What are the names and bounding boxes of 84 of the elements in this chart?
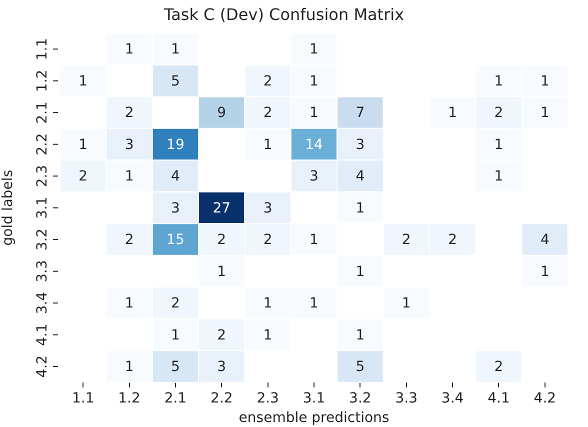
y-tick-label: 4.1 (34, 324, 51, 346)
data-label: 14 (305, 136, 323, 153)
data-label: 2 (78, 168, 88, 185)
y-tick-label: 3.1 (34, 196, 51, 219)
data-label: 2 (217, 327, 226, 344)
data-label: 2 (494, 105, 504, 122)
data-label: 1 (494, 136, 504, 153)
data-label: 2 (494, 359, 504, 376)
y-tick-label: 2.2 (34, 133, 51, 156)
data-label: 3 (310, 168, 318, 185)
data-label: 2 (170, 296, 180, 312)
y-tick-label: 4.2 (34, 355, 51, 378)
x-tick-label: 2.3 (256, 390, 279, 406)
data-label: 1 (78, 136, 88, 153)
data-label: 1 (124, 359, 134, 376)
data-label: 1 (310, 105, 318, 122)
data-label: 5 (170, 73, 180, 90)
data-label: 2 (263, 232, 272, 248)
data-label: 1 (402, 296, 411, 312)
x-tick-label: 4.1 (488, 390, 510, 406)
data-label: 1 (540, 264, 550, 280)
x-tick-label: 3.3 (395, 390, 418, 406)
y-tick-label: 3.3 (34, 260, 51, 282)
x-tick-label: 3.1 (302, 390, 326, 406)
x-tick-label: 3.4 (441, 390, 464, 406)
data-label: 4 (170, 168, 180, 185)
data-label: 1 (263, 136, 272, 153)
data-label: 1 (356, 327, 365, 344)
x-tick-label: 3.2 (349, 390, 372, 406)
x-tick-label: 2.1 (164, 390, 187, 406)
data-label: 1 (170, 327, 180, 344)
data-label: 1 (170, 42, 180, 58)
data-label: 1 (78, 73, 88, 90)
data-label: 2 (124, 232, 134, 248)
data-label: 3 (263, 200, 272, 216)
y-tick-label: 2.1 (34, 101, 51, 124)
data-label: 19 (166, 136, 184, 153)
data-label: 1 (310, 296, 318, 312)
x-tick-label: 2.2 (210, 390, 233, 406)
data-label: 1 (310, 73, 318, 90)
data-label: 9 (217, 105, 226, 122)
data-label: 4 (356, 168, 365, 185)
data-label: 1 (310, 42, 318, 58)
data-label: 3 (170, 200, 180, 216)
data-label: 7 (356, 105, 365, 122)
x-tick-label: 1.2 (118, 390, 140, 406)
data-label: 1 (540, 73, 550, 90)
data-label: 2 (263, 73, 272, 90)
data-label: 1 (263, 327, 272, 344)
chart-title: Task C (Dev) Confusion Matrix (162, 4, 404, 24)
data-label: 2 (217, 232, 226, 248)
data-label: 1 (124, 42, 134, 58)
data-label: 3 (356, 136, 365, 153)
data-label: 3 (217, 359, 226, 376)
y-tick-label: 1.1 (34, 38, 51, 60)
x-axis-title: ensemble predictions (238, 410, 390, 426)
data-label: 2 (124, 105, 134, 122)
data-label: 2 (402, 232, 411, 248)
data-label: 1 (217, 264, 226, 280)
data-label: 15 (166, 232, 184, 248)
data-label: 1 (310, 232, 318, 248)
data-label: 1 (124, 168, 134, 185)
y-axis-title: gold labels (0, 170, 16, 246)
data-label: 1 (124, 296, 134, 312)
data-label: 1 (494, 168, 504, 185)
y-tick-label: 1.2 (34, 70, 51, 92)
data-label: 27 (212, 200, 231, 216)
data-label: 3 (124, 136, 134, 153)
y-tick-label: 3.2 (34, 228, 51, 251)
data-label: 1 (448, 105, 458, 122)
data-label: 4 (540, 232, 550, 248)
x-tick-label: 1.1 (72, 390, 94, 406)
data-label: 1 (263, 296, 272, 312)
data-label: 1 (540, 105, 550, 122)
data-label: 5 (356, 359, 365, 376)
data-label: 2 (263, 105, 272, 122)
data-label: 2 (448, 232, 458, 248)
data-label: 5 (170, 359, 180, 376)
x-tick-label: 4.2 (534, 390, 556, 406)
y-tick-label: 3.4 (34, 292, 51, 314)
y-tick-label: 2.3 (34, 164, 51, 188)
data-label: 1 (356, 200, 365, 216)
data-label: 1 (356, 264, 365, 280)
data-label: 1 (494, 73, 504, 90)
